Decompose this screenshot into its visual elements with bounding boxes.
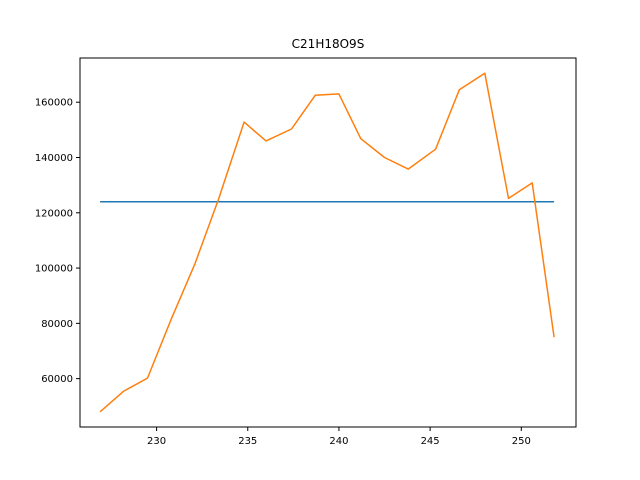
x-tick-label: 235 bbox=[238, 436, 257, 447]
y-tick-label: 80000 bbox=[41, 319, 73, 330]
x-tick-label: 230 bbox=[147, 436, 166, 447]
y-tick-label: 100000 bbox=[35, 264, 73, 275]
plot-frame bbox=[79, 57, 577, 428]
chart-title: C21H18O9S bbox=[292, 37, 365, 51]
series-line-1 bbox=[99, 72, 555, 413]
x-tick-label: 245 bbox=[421, 436, 440, 447]
y-tick-label: 60000 bbox=[41, 374, 73, 385]
y-tick-label: 160000 bbox=[35, 98, 73, 109]
x-tick-label: 240 bbox=[329, 436, 348, 447]
plot-area bbox=[80, 58, 576, 427]
x-tick-label: 250 bbox=[512, 436, 531, 447]
y-tick-label: 140000 bbox=[35, 153, 73, 164]
axes-layer: 230 235 240 245 250 60000 80000 100000 120000 140… bbox=[35, 98, 531, 447]
y-tick-label: 120000 bbox=[35, 208, 73, 219]
series-layer bbox=[99, 72, 555, 413]
